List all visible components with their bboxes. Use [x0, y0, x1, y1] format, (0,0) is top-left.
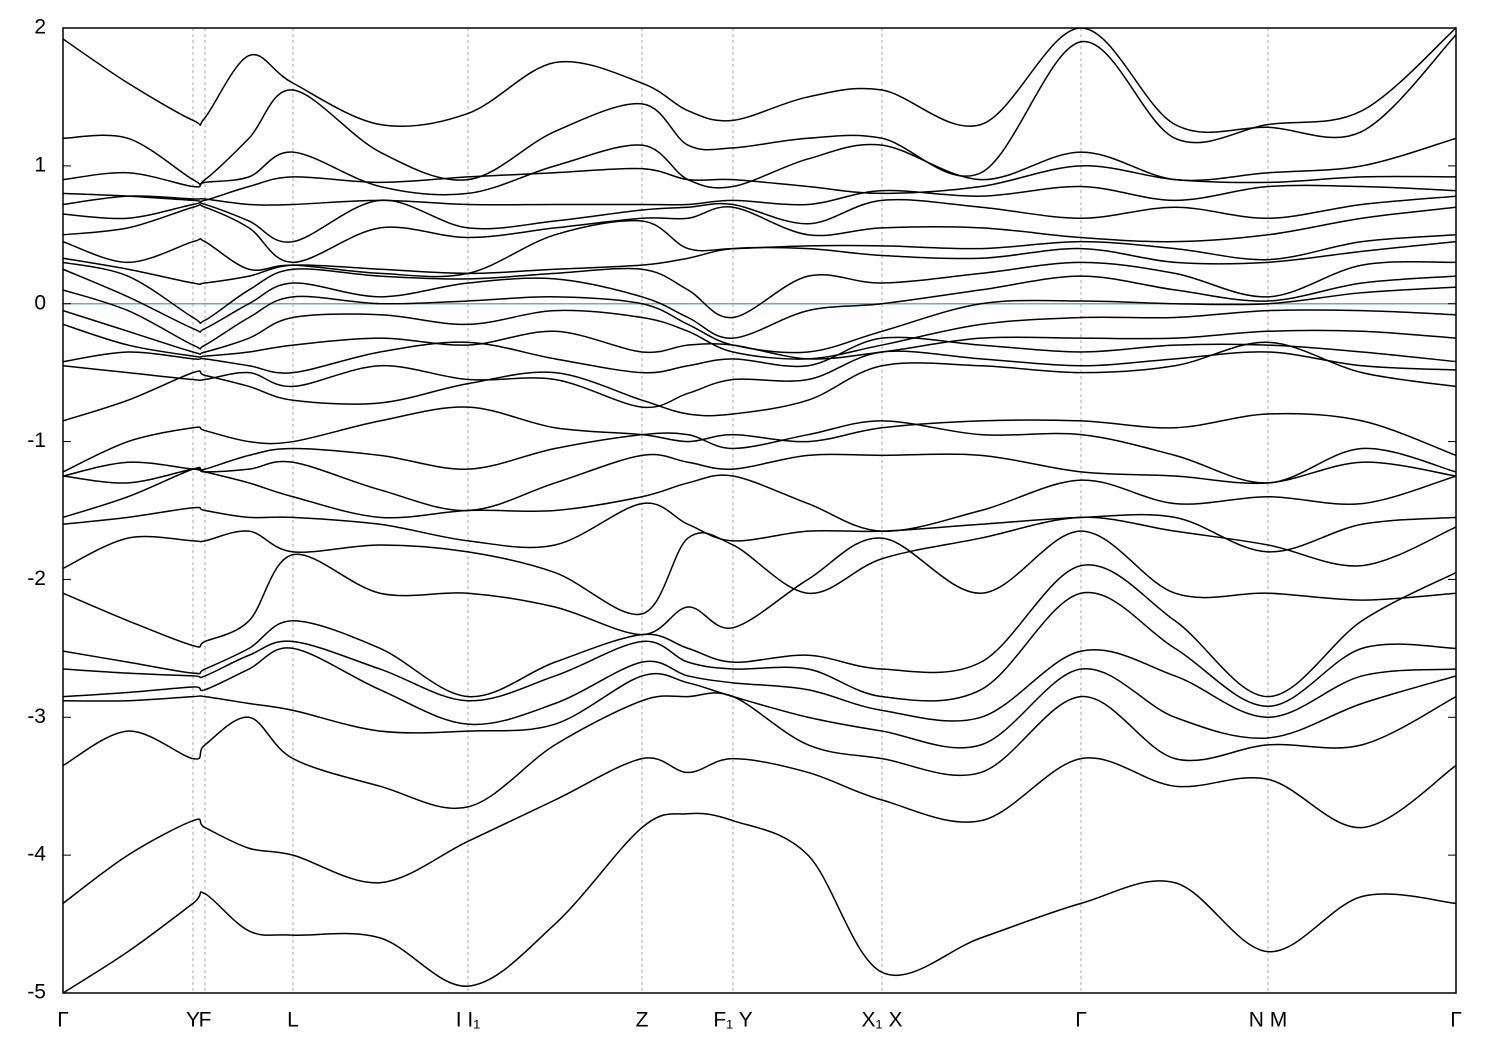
band-line	[63, 28, 1456, 139]
y-tick-label: -2	[27, 567, 46, 590]
plot-frame	[62, 27, 1457, 994]
band-line	[63, 28, 1456, 186]
y-tick-label: -5	[27, 981, 46, 1004]
x-tick-label: F	[199, 1009, 212, 1032]
band-line	[63, 692, 1456, 809]
band-line	[63, 203, 1456, 264]
x-tick-label: Γ	[1450, 1009, 1462, 1032]
axes: -5 -4 -3 -2 -1 0 1 2 Γ YF L I I₁ Z F₁ Y X₁ X Γ N M Γ	[27, 16, 1461, 1032]
y-tick-label: -1	[27, 429, 46, 452]
band-line	[63, 261, 1456, 325]
y-tick-label: -4	[27, 843, 46, 866]
x-tick-label: Z	[636, 1009, 649, 1032]
bands	[63, 28, 1456, 993]
x-tick-label: Y	[186, 1009, 200, 1032]
x-tick-label: X₁ X	[862, 1009, 903, 1032]
grid	[62, 28, 1457, 993]
y-tick-label: 0	[34, 291, 46, 314]
band-line	[63, 757, 1456, 904]
band-line	[63, 323, 1456, 360]
x-tick-label: I I₁	[456, 1009, 481, 1032]
band-line	[63, 336, 1456, 374]
x-tick-label: F₁ Y	[713, 1009, 752, 1032]
band-line	[63, 502, 1456, 553]
y-tick-label: 2	[34, 16, 46, 39]
x-tick-label: Γ	[57, 1009, 69, 1032]
band-line	[63, 219, 1456, 278]
band-line	[63, 195, 1456, 243]
band-line	[63, 165, 1456, 203]
band-line	[63, 240, 1456, 286]
band-line	[63, 286, 1456, 354]
band-line	[63, 184, 1456, 206]
band-line	[63, 647, 1456, 726]
band-line	[63, 350, 1456, 409]
x-tick-label: L	[287, 1009, 299, 1032]
band-line	[63, 268, 1456, 339]
band-line	[63, 516, 1456, 616]
y-tick-label: 1	[34, 153, 46, 176]
band-line	[63, 420, 1456, 484]
band-line	[63, 564, 1456, 698]
band-line	[63, 466, 1456, 532]
band-line	[63, 341, 1456, 422]
y-tick-label: -3	[27, 705, 46, 728]
band-line	[63, 453, 1456, 512]
band-line	[63, 309, 1456, 360]
band-line	[63, 812, 1456, 993]
band-line	[63, 668, 1456, 749]
x-tick-label: Γ	[1075, 1009, 1087, 1032]
x-tick-label: N M	[1249, 1009, 1288, 1032]
band-line	[63, 591, 1456, 708]
band-line	[63, 137, 1456, 196]
band-line	[63, 406, 1456, 473]
band-line	[63, 530, 1456, 648]
